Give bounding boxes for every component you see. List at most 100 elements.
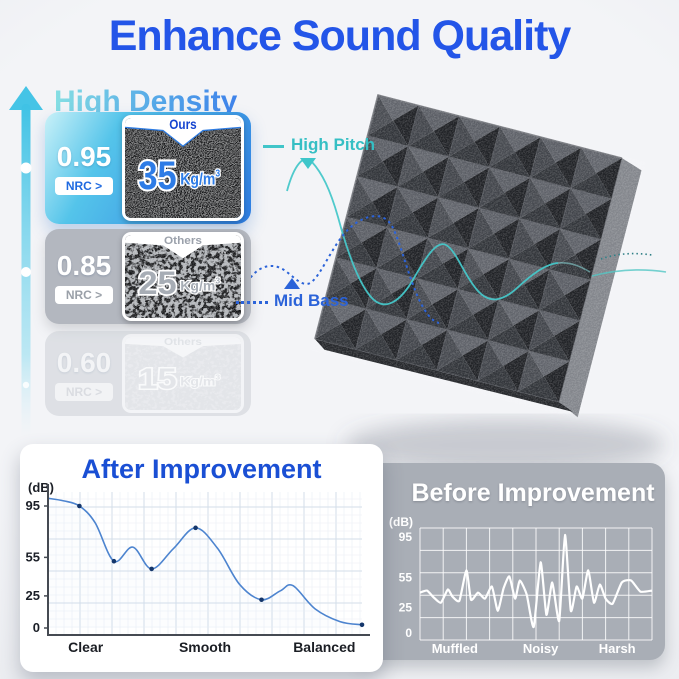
- arrow-head: [9, 86, 43, 110]
- foam-sample-others: Others 25 Kg/m3: [122, 232, 244, 321]
- density-card-others-15: 0.60 NRC > Others 15 Kg/m3: [45, 331, 251, 416]
- before-chart: 95 55 25 0 Muffled Noisy Harsh: [399, 527, 653, 656]
- foam-pyramid: [498, 258, 551, 311]
- page-title: Enhance Sound Quality: [108, 12, 572, 60]
- nrc-block: 0.95 NRC >: [52, 141, 116, 195]
- svg-text:Balanced: Balanced: [293, 639, 355, 655]
- high-pitch-dash: [263, 145, 284, 148]
- foam-pyramid: [528, 309, 581, 362]
- foam-pyramid: [549, 228, 602, 281]
- high-pitch-wave-fade: [557, 262, 591, 273]
- ribbon: [125, 337, 241, 358]
- after-chart-title: After Improvement: [81, 454, 322, 484]
- density-arrow: [9, 86, 43, 439]
- foam-pyramid: [478, 166, 531, 219]
- foam-pyramid: [489, 126, 542, 179]
- before-improvement-card: Before Improvement (dB) 95 55 25 0 Muffled No…: [355, 463, 665, 660]
- foam-pyramid: [416, 237, 469, 290]
- foam-pyramid: [538, 269, 591, 322]
- foam-pyramid: [376, 227, 429, 280]
- high-pitch-pointer-icon: [300, 158, 316, 169]
- ribbon-label: Others: [164, 235, 202, 247]
- svg-text:0: 0: [405, 626, 412, 640]
- foam-pyramid: [427, 196, 480, 249]
- foam-pyramid: [559, 187, 612, 240]
- svg-text:Harsh: Harsh: [599, 641, 636, 656]
- svg-text:55: 55: [26, 549, 40, 564]
- after-data-points: [77, 503, 365, 628]
- ribbon: [125, 118, 241, 147]
- before-area-fill: [420, 534, 652, 633]
- svg-text:Muffled: Muffled: [432, 641, 478, 656]
- foam-pyramid: [407, 105, 460, 158]
- nrc-value: 0.95: [56, 141, 112, 172]
- foam-pyramid: [395, 318, 448, 371]
- svg-text:95: 95: [26, 498, 40, 513]
- density-card-ours: 0.95 NRC > Ours 35 Kg/m3: [45, 112, 251, 224]
- foam-pyramid: [335, 216, 388, 269]
- svg-text:55: 55: [399, 570, 413, 584]
- panel-bottom-face: [314, 338, 573, 412]
- before-x-category-labels: Muffled Noisy Harsh: [432, 641, 636, 656]
- nrc-value: 0.85: [56, 249, 112, 281]
- foam-pyramid: [406, 278, 459, 331]
- mid-bass-dots: [236, 301, 268, 304]
- svg-text:25: 25: [399, 601, 413, 615]
- foam-sample-others-light: Others 15 Kg/m3: [122, 334, 244, 413]
- foam-pyramid: [468, 207, 521, 260]
- foam-pyramid: [346, 175, 399, 228]
- ribbon: [125, 235, 241, 259]
- svg-text:Noisy: Noisy: [523, 641, 559, 656]
- svg-text:Clear: Clear: [68, 639, 104, 655]
- density-unit: Kg/m3: [180, 373, 221, 388]
- density-value: 25: [138, 265, 176, 301]
- ribbon-label: Others: [164, 337, 202, 348]
- foam-sample-ours: Ours 35 Kg/m3: [122, 115, 244, 221]
- foam-pyramid: [477, 339, 530, 392]
- foam-pyramid: [367, 94, 420, 147]
- foam-pyramid: [508, 217, 561, 270]
- svg-text:25: 25: [26, 588, 40, 603]
- nrc-pill: NRC >: [55, 285, 113, 304]
- before-chart-title: Before Improvement: [411, 479, 655, 507]
- after-improvement-card: After Improvement (dB) 95 55 25 0 Clear Smoot…: [20, 444, 383, 672]
- density-unit: Kg/m3: [180, 168, 220, 189]
- nrc-block: 0.85 NRC >: [52, 250, 116, 304]
- foam-pyramid: [487, 299, 540, 352]
- high-pitch-wave: [286, 158, 559, 306]
- foam-pyramid: [448, 115, 501, 168]
- foam-pyramid: [519, 177, 572, 230]
- nrc-value: 0.60: [56, 346, 112, 378]
- after-x-category-labels: Clear Smooth Balanced: [68, 639, 355, 655]
- density-card-others-25: 0.85 NRC > Others 25 Kg/m3: [45, 229, 251, 324]
- nrc-pill: NRC >: [55, 382, 113, 401]
- density-value: 35: [138, 153, 176, 198]
- nrc-block: 0.60 NRC >: [52, 347, 116, 401]
- foam-pyramid: [436, 329, 489, 382]
- after-area-fill: [48, 498, 362, 628]
- arrow-dot-1: [20, 162, 32, 174]
- foam-pyramid: [446, 288, 500, 341]
- mid-bass-pointer-icon: [284, 278, 300, 289]
- foam-pyramid: [529, 136, 582, 189]
- density-value: 15: [138, 362, 176, 395]
- svg-text:0: 0: [33, 620, 40, 635]
- density-unit: Kg/m3: [180, 276, 220, 294]
- foam-pyramid: [437, 156, 490, 209]
- high-pitch-label: High Pitch: [291, 135, 376, 154]
- foam-pyramid: [457, 248, 510, 301]
- foam-pyramid: [355, 308, 408, 361]
- svg-text:Smooth: Smooth: [179, 639, 231, 655]
- wave-exit-solid: [591, 269, 667, 277]
- mid-bass-label: Mid Bass: [274, 291, 349, 310]
- foam-pyramid: [570, 147, 623, 200]
- panel-side-face: [558, 158, 642, 418]
- before-y-tick-labels: 95 55 25 0: [399, 530, 413, 640]
- after-axes: [47, 484, 370, 636]
- foam-pyramid: [386, 186, 439, 239]
- after-chart: 95 55 25 0 Clear Smooth Balanced: [26, 484, 370, 655]
- ribbon-edge: [125, 126, 241, 147]
- svg-text:95: 95: [399, 530, 413, 544]
- after-y-tick-labels: 95 55 25 0: [26, 498, 40, 635]
